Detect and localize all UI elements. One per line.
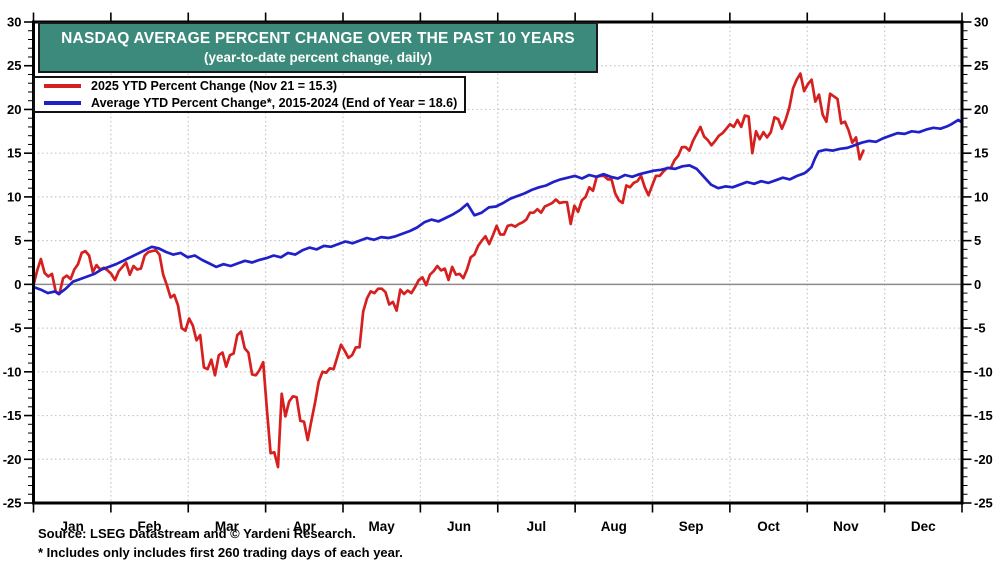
month-label-oct: Oct <box>757 519 780 534</box>
y-axis-label-left: 30 <box>7 15 21 30</box>
month-label-apr: Apr <box>293 519 317 534</box>
y-axis-label-right: 30 <box>974 15 988 30</box>
y-axis-label-left: 15 <box>7 146 21 161</box>
month-label-dec: Dec <box>911 519 936 534</box>
y-axis-label-right: 10 <box>974 189 988 204</box>
legend-item-2025: 2025 YTD Percent Change (Nov 21 = 15.3) <box>35 79 464 94</box>
y-axis-label-right: 0 <box>974 277 981 292</box>
y-axis-label-right: -5 <box>974 321 986 336</box>
month-label-mar: Mar <box>215 519 240 534</box>
month-label-nov: Nov <box>833 519 859 534</box>
blue-line-swatch-icon <box>44 101 81 105</box>
month-label-jul: Jul <box>527 519 547 534</box>
chart-title: NASDAQ AVERAGE PERCENT CHANGE OVER THE P… <box>61 30 575 47</box>
y-axis-label-left: -15 <box>3 408 22 423</box>
y-axis-label-left: 25 <box>7 58 21 73</box>
month-label-may: May <box>369 519 396 534</box>
footer: Source: LSEG Datastream and © Yardeni Re… <box>38 524 403 562</box>
month-label-sep: Sep <box>679 519 704 534</box>
legend-label-average: Average YTD Percent Change*, 2015-2024 (… <box>91 96 458 110</box>
y-axis-label-right: -25 <box>974 496 993 511</box>
y-axis-label-left: 10 <box>7 189 21 204</box>
source-text: Source: LSEG Datastream and © Yardeni Re… <box>38 526 356 541</box>
y-axis-label-left: -10 <box>3 364 22 379</box>
red-line-swatch-icon <box>44 84 81 88</box>
y-axis-label-right: -15 <box>974 408 993 423</box>
legend-item-average: Average YTD Percent Change*, 2015-2024 (… <box>35 96 464 111</box>
y-axis-label-right: 5 <box>974 233 981 248</box>
month-label-feb: Feb <box>138 519 162 534</box>
footnote-text: * Includes only includes first 260 tradi… <box>38 545 403 560</box>
legend-label-2025: 2025 YTD Percent Change (Nov 21 = 15.3) <box>91 79 338 93</box>
y-axis-label-left: 0 <box>14 277 21 292</box>
y-axis-label-right: -10 <box>974 364 993 379</box>
legend: 2025 YTD Percent Change (Nov 21 = 15.3) … <box>33 76 466 113</box>
y-axis-label-right: -20 <box>974 452 993 467</box>
series-line-2025 <box>32 72 865 469</box>
chart-title-box: NASDAQ AVERAGE PERCENT CHANGE OVER THE P… <box>38 22 598 73</box>
y-axis-label-left: -25 <box>3 496 22 511</box>
y-axis-label-right: 25 <box>974 58 988 73</box>
y-axis-label-left: 20 <box>7 102 21 117</box>
series-line-average <box>32 118 964 296</box>
y-axis-label-left: -5 <box>10 321 22 336</box>
y-axis-label-right: 15 <box>974 146 988 161</box>
month-label-jun: Jun <box>447 519 471 534</box>
chart-subtitle: (year-to-date percent change, daily) <box>203 50 433 65</box>
y-axis-label-left: 5 <box>14 233 21 248</box>
y-axis-label-left: -20 <box>3 452 22 467</box>
month-label-jan: Jan <box>61 519 84 534</box>
month-label-aug: Aug <box>601 519 627 534</box>
y-axis-label-right: 20 <box>974 102 988 117</box>
